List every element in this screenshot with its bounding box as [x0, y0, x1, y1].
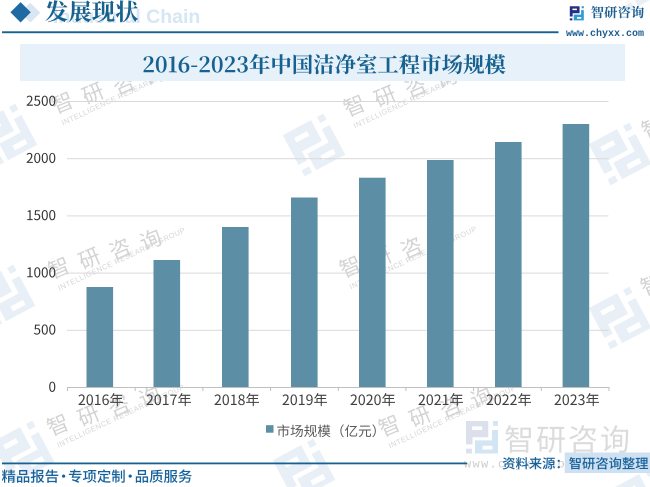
- svg-text:www.chyxx.com: www.chyxx.com: [566, 28, 644, 40]
